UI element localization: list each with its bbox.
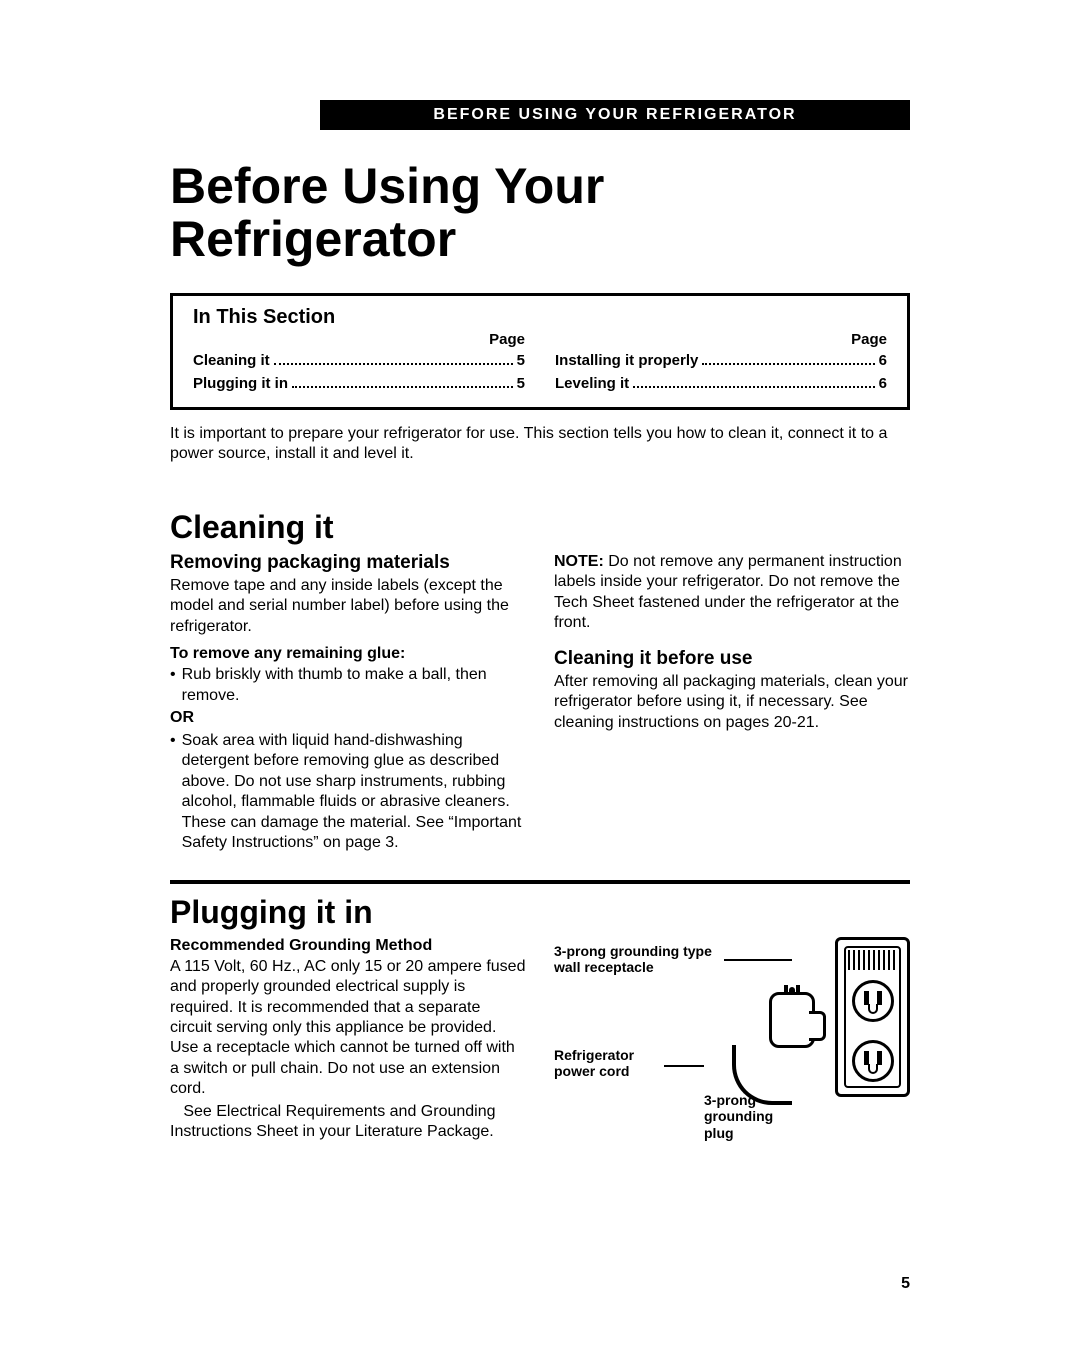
toc-item-label: Plugging it in	[193, 373, 288, 396]
diagram-arrow	[664, 1065, 704, 1067]
glue-heading: To remove any remaining glue:	[170, 645, 526, 663]
page-container: BEFORE USING YOUR REFRIGERATOR Before Us…	[0, 0, 1080, 1207]
bullet-item: • Soak area with liquid hand-dishwashing…	[170, 731, 526, 854]
toc-col-right: Page Installing it properly 6 Leveling i…	[555, 331, 887, 395]
toc-dots	[274, 363, 513, 365]
diagram-arrow	[724, 959, 792, 961]
plugging-col-left: Recommended Grounding Method A 115 Volt,…	[170, 937, 526, 1167]
cleaning-sub2: Cleaning it before use	[554, 648, 910, 670]
outlet-socket-icon	[852, 1040, 894, 1082]
plugging-sub: Recommended Grounding Method	[170, 937, 526, 955]
cleaning-heading: Cleaning it	[170, 509, 910, 546]
toc-dots	[702, 363, 874, 365]
plugging-columns: Recommended Grounding Method A 115 Volt,…	[170, 937, 910, 1167]
header-bar: BEFORE USING YOUR REFRIGERATOR	[320, 100, 910, 130]
cleaning-col-right: NOTE: Do not remove any permanent instru…	[554, 552, 910, 854]
toc-item-page: 6	[879, 373, 887, 396]
plugging-col-right: 3-prong grounding type wall receptacle R…	[554, 937, 910, 1167]
plugging-p2: See Electrical Requirements and Groundin…	[170, 1102, 526, 1143]
bullet-text: Soak area with liquid hand-dishwashing d…	[182, 731, 526, 854]
cleaning-sub1: Removing packaging materials	[170, 552, 526, 574]
toc-title: In This Section	[193, 306, 887, 329]
bullet-item: • Rub briskly with thumb to make a ball,…	[170, 665, 526, 706]
toc-item-label: Installing it properly	[555, 350, 698, 373]
outlet-socket-icon	[852, 980, 894, 1022]
toc-item-label: Cleaning it	[193, 350, 270, 373]
toc-page-label: Page	[555, 331, 887, 348]
toc-row: Installing it properly 6	[555, 350, 887, 373]
cleaning-columns: Removing packaging materials Remove tape…	[170, 552, 910, 854]
bullet-dot: •	[170, 665, 176, 706]
intro-paragraph: It is important to prepare your refriger…	[170, 424, 910, 465]
toc-item-label: Leveling it	[555, 373, 629, 396]
toc-columns: Page Cleaning it 5 Plugging it in 5 Page…	[193, 331, 887, 395]
toc-dots	[633, 386, 874, 388]
toc-col-left: Page Cleaning it 5 Plugging it in 5	[193, 331, 525, 395]
section-divider	[170, 880, 910, 884]
toc-page-label: Page	[193, 331, 525, 348]
plug-icon	[769, 992, 815, 1048]
toc-dots	[292, 386, 513, 388]
toc-row: Leveling it 6	[555, 373, 887, 396]
bullet-dot: •	[170, 731, 176, 854]
wall-receptacle-icon	[835, 937, 910, 1097]
diagram-label-cord: Refrigerator power cord	[554, 1047, 664, 1081]
main-title-line1: Before Using Your	[170, 158, 604, 214]
grounding-diagram: 3-prong grounding type wall receptacle R…	[554, 937, 910, 1167]
outlet-hatch	[848, 950, 897, 970]
cleaning-col-left: Removing packaging materials Remove tape…	[170, 552, 526, 854]
main-title: Before Using Your Refrigerator	[170, 160, 910, 265]
note-label: NOTE:	[554, 553, 604, 570]
cleaning-p1: Remove tape and any inside labels (excep…	[170, 576, 526, 637]
toc-item-page: 5	[517, 373, 525, 396]
toc-item-page: 5	[517, 350, 525, 373]
page-number: 5	[901, 1275, 910, 1293]
plugging-heading: Plugging it in	[170, 894, 910, 931]
toc-row: Plugging it in 5	[193, 373, 525, 396]
toc-item-page: 6	[879, 350, 887, 373]
diagram-label-receptacle: 3-prong grounding type wall receptacle	[554, 943, 724, 977]
toc-box: In This Section Page Cleaning it 5 Plugg…	[170, 293, 910, 410]
bullet-text: Rub briskly with thumb to make a ball, t…	[182, 665, 526, 706]
cleaning-note: NOTE: Do not remove any permanent instru…	[554, 552, 910, 634]
or-label: OR	[170, 708, 526, 728]
toc-row: Cleaning it 5	[193, 350, 525, 373]
note-text: Do not remove any permanent instruction …	[554, 553, 902, 631]
cleaning-p2: After removing all packaging materials, …	[554, 672, 910, 733]
main-title-line2: Refrigerator	[170, 211, 456, 267]
plugging-p1: A 115 Volt, 60 Hz., AC only 15 or 20 amp…	[170, 957, 526, 1100]
